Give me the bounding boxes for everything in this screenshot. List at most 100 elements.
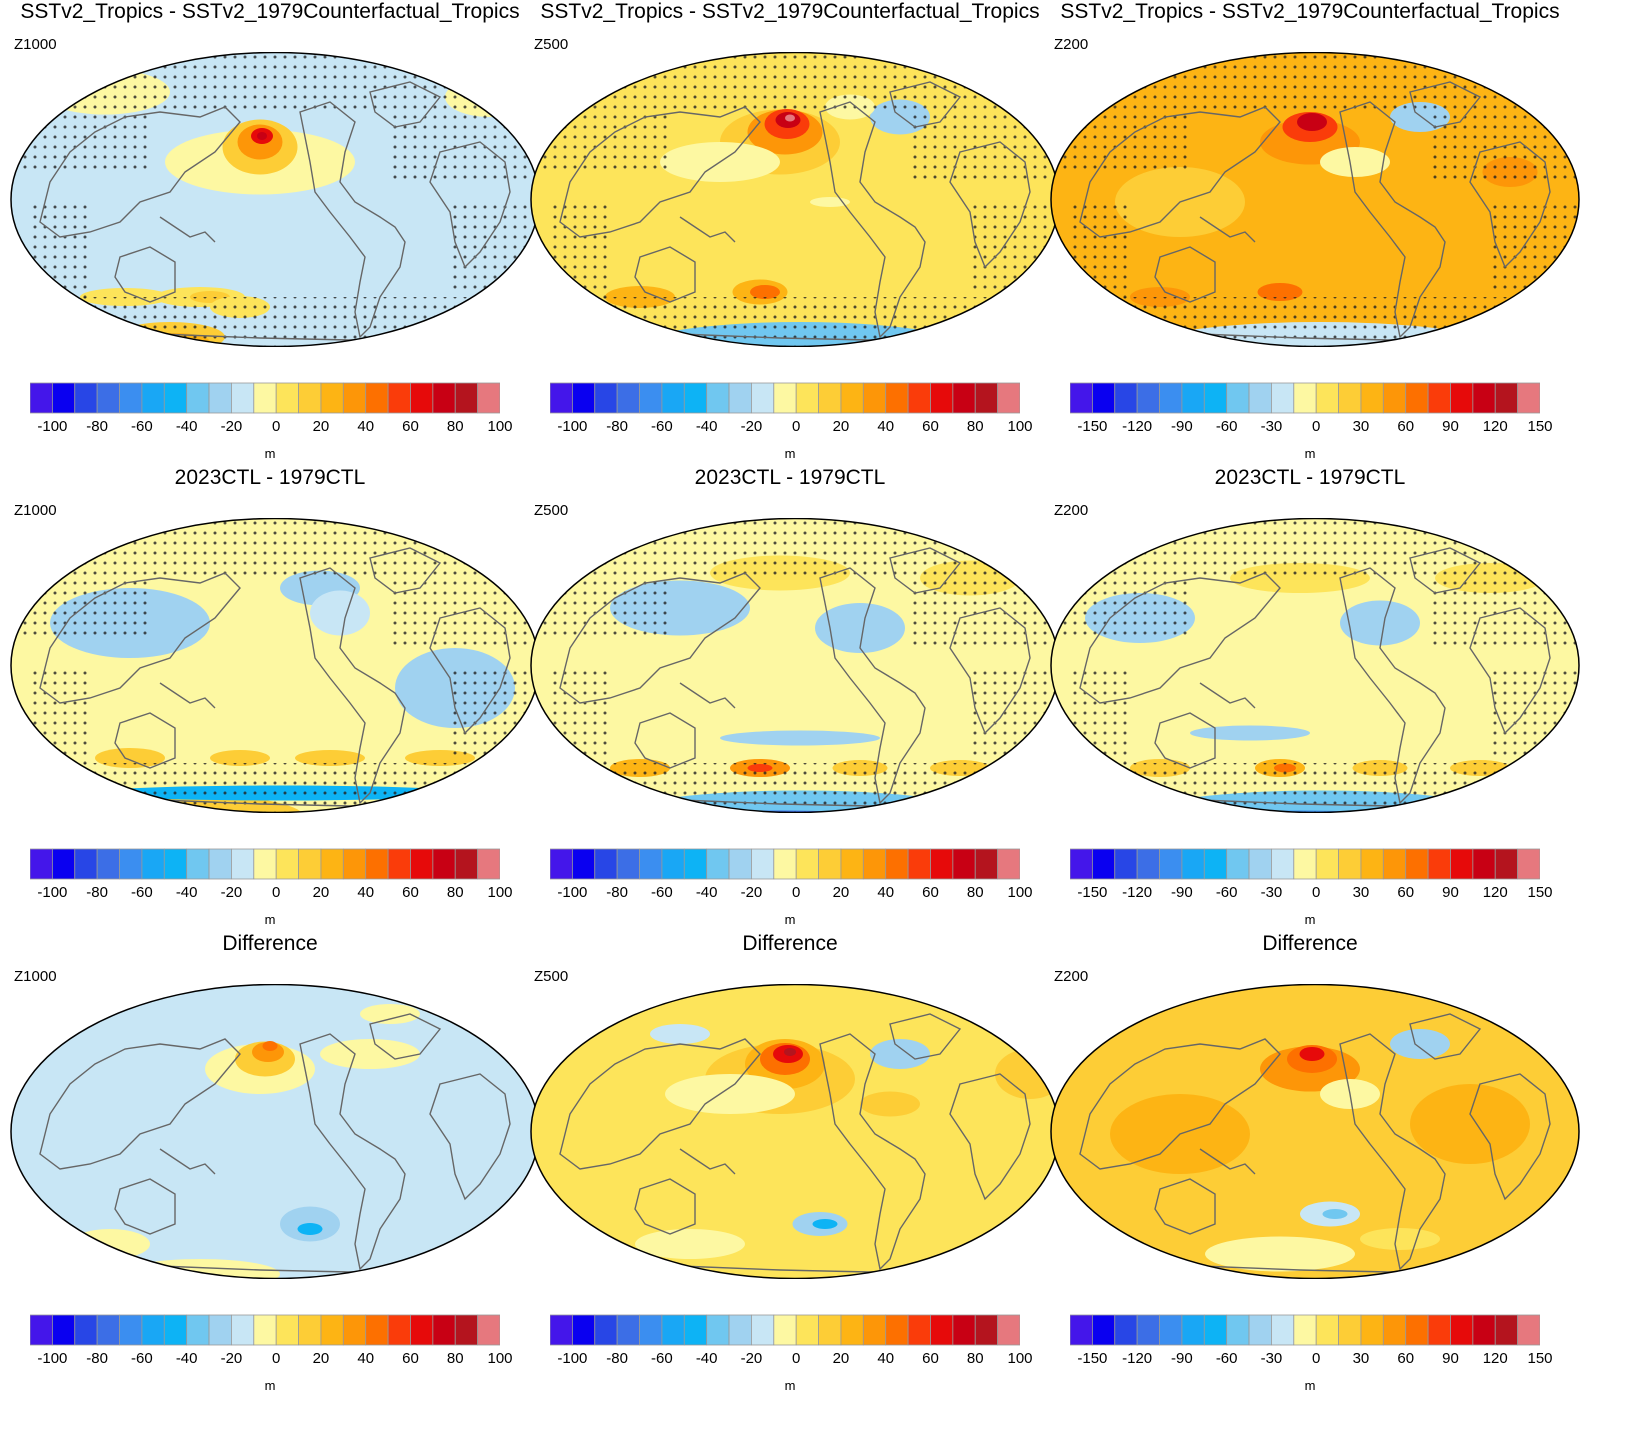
colorbar-swatch — [1136, 848, 1160, 880]
colorbar-swatch — [974, 848, 999, 880]
colorbar-swatch — [320, 848, 344, 880]
level-label: Z200 — [1054, 36, 1089, 53]
colorbar-swatch — [141, 848, 165, 880]
colorbar-swatch — [594, 848, 618, 880]
colorbar-swatch — [1293, 848, 1317, 880]
colorbar-tick-label: -30 — [1260, 1350, 1283, 1367]
colorbar-swatch — [275, 848, 299, 880]
colorbar-swatch — [186, 1314, 210, 1346]
colorbar — [30, 1314, 500, 1346]
colorbar-units: m — [784, 1378, 796, 1393]
colorbar-tick-label: 0 — [792, 418, 801, 435]
colorbar-tick-label: 80 — [966, 884, 984, 901]
map-plot — [10, 984, 540, 1279]
map-panel: SSTv2_Tropics - SSTv2_1979Counterfactual… — [1040, 0, 1580, 470]
colorbar-tick-label: -20 — [220, 418, 243, 435]
colorbar-swatch — [683, 848, 708, 880]
colorbar-swatch — [410, 1314, 434, 1346]
significance-stippling — [1490, 202, 1579, 292]
colorbar-tick-label: 20 — [832, 884, 850, 901]
colorbar-units: m — [784, 446, 796, 461]
colorbar-swatch — [1226, 848, 1250, 880]
coastline — [1469, 1073, 1551, 1201]
colorbar-swatch — [550, 382, 573, 414]
colorbar-swatch — [387, 848, 411, 880]
colorbar-swatch — [751, 848, 775, 880]
level-label: Z200 — [1054, 502, 1089, 519]
coastline — [634, 1178, 696, 1235]
colorbar-tick-label: -60 — [1215, 1350, 1238, 1367]
colorbar-tick-label: 0 — [1312, 884, 1321, 901]
anomaly-contour — [262, 1041, 278, 1051]
colorbar-tick-label: 40 — [877, 1350, 895, 1367]
colorbar-swatch — [1136, 1314, 1160, 1346]
coastline — [39, 106, 241, 238]
map-panel: Difference Z1000 -100 -80 -60 -40 -20 0 20 40 60 80… — [0, 932, 540, 1402]
significance-stippling — [531, 52, 1059, 112]
colorbar-swatch — [930, 848, 954, 880]
colorbar — [30, 848, 500, 880]
colorbar-swatch — [1472, 382, 1496, 414]
coastline — [634, 246, 696, 303]
anomaly-contour — [860, 1091, 920, 1117]
colorbar-tick-label: -80 — [86, 1350, 108, 1367]
coastline — [39, 572, 241, 704]
panel-title: 2023CTL - 1979CTL — [1214, 466, 1406, 489]
map-plot — [10, 518, 540, 813]
colorbar-swatch — [1450, 1314, 1474, 1346]
colorbar — [550, 848, 1020, 880]
colorbar-tick-label: -40 — [695, 884, 718, 901]
map-border — [1050, 984, 1580, 1279]
colorbar-swatch — [298, 848, 322, 880]
colorbar-tick-label: -60 — [651, 884, 673, 901]
colorbar-tick-label: -80 — [86, 418, 108, 435]
colorbar-swatch — [885, 848, 909, 880]
colorbar-swatch — [952, 382, 976, 414]
anomaly-contour — [360, 1004, 420, 1024]
colorbar-units: m — [1304, 446, 1316, 461]
colorbar-tick-label: -100 — [557, 884, 588, 901]
significance-stippling — [1430, 112, 1579, 182]
colorbar-swatch — [432, 848, 456, 880]
colorbar-labels: -150 -120 -90 -60 -30 0 30 60 90 120 150 — [1070, 1350, 1552, 1370]
significance-stippling — [1490, 668, 1579, 758]
anomaly-contour — [210, 750, 270, 766]
colorbar-swatch — [74, 382, 98, 414]
colorbar-swatch — [1248, 848, 1272, 880]
colorbar-swatch — [728, 848, 752, 880]
colorbar-swatch — [1427, 848, 1451, 880]
colorbar-swatch — [1114, 848, 1138, 880]
colorbar-swatch — [840, 1314, 864, 1346]
significance-stippling — [1051, 52, 1579, 112]
colorbar-swatch — [477, 382, 500, 414]
coastline — [1154, 712, 1216, 769]
significance-stippling — [11, 518, 539, 578]
colorbar-swatch — [51, 848, 76, 880]
coastline — [1409, 547, 1482, 594]
colorbar-tick-label: -60 — [1215, 418, 1238, 435]
colorbar-swatch — [1382, 382, 1407, 414]
map-plot — [530, 984, 1060, 1279]
anomaly-contour — [1390, 1029, 1450, 1059]
map-panel: 2023CTL - 1979CTL Z500 -100 -80 -60 -40 -20 0 20… — [520, 466, 1060, 936]
colorbar-swatch — [432, 382, 456, 414]
colorbar-tick-label: 60 — [402, 884, 419, 901]
colorbar-swatch — [163, 848, 188, 880]
colorbar-tick-label: 150 — [1527, 418, 1553, 435]
colorbar-swatch — [275, 1314, 299, 1346]
colorbar-swatch — [728, 382, 752, 414]
colorbar-tick-label: -30 — [1260, 418, 1283, 435]
colorbar-swatch — [616, 1314, 640, 1346]
panel-title: 2023CTL - 1979CTL — [174, 466, 366, 489]
colorbar-swatch — [477, 1314, 500, 1346]
colorbar-swatch — [74, 1314, 98, 1346]
colorbar-swatch — [186, 382, 210, 414]
coastline — [369, 1013, 442, 1060]
colorbar — [550, 382, 1020, 414]
colorbar-swatch — [320, 382, 344, 414]
coastline — [1079, 572, 1281, 704]
colorbar-swatch — [231, 1314, 255, 1346]
colorbar-swatch — [119, 1314, 143, 1346]
colorbar-swatch — [1315, 1314, 1339, 1346]
anomaly-contour — [815, 603, 905, 653]
